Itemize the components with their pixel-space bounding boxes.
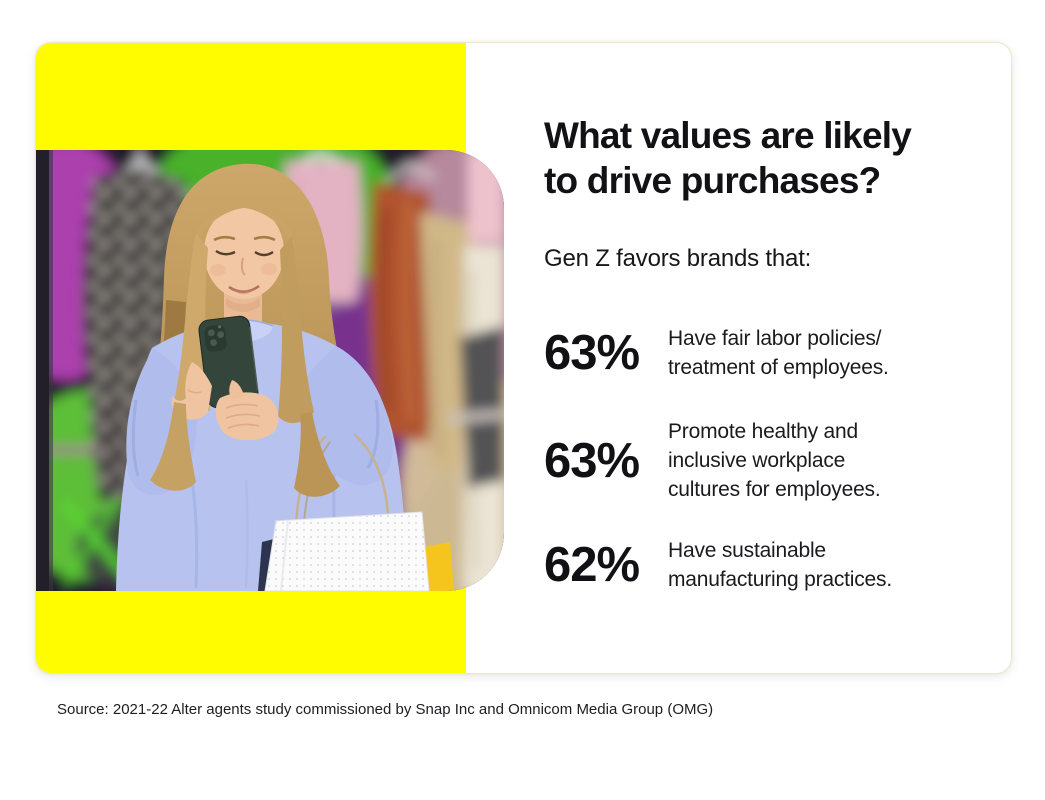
stat-label: Have sustainable manufacturing practices… <box>668 539 892 591</box>
shopper-photo-illustration <box>36 150 504 591</box>
shopper-photo <box>36 150 504 591</box>
source-attribution: Source: 2021-22 Alter agents study commi… <box>57 701 714 718</box>
stat-row-inclusive-workplace: 63% Promote healthy and inclusive workpl… <box>544 417 984 504</box>
subtitle: Gen Z favors brands that: <box>544 245 812 272</box>
stat-label: Have fair labor policies/ treatment of e… <box>668 327 889 379</box>
stat-row-sustainable-manufacturing: 62% Have sustainable manufacturing pract… <box>544 536 984 594</box>
stat-value: 62% <box>544 538 640 592</box>
stat-value: 63% <box>544 433 640 488</box>
stat-row-fair-labor: 63% Have fair labor policies/ treatment … <box>544 324 984 382</box>
infographic-card: What values are likely to drive purchase… <box>35 42 1012 674</box>
page-title: What values are likely to drive purchase… <box>544 115 912 201</box>
stat-label: Promote healthy and inclusive workplace … <box>668 420 881 501</box>
stat-value: 63% <box>544 326 640 380</box>
